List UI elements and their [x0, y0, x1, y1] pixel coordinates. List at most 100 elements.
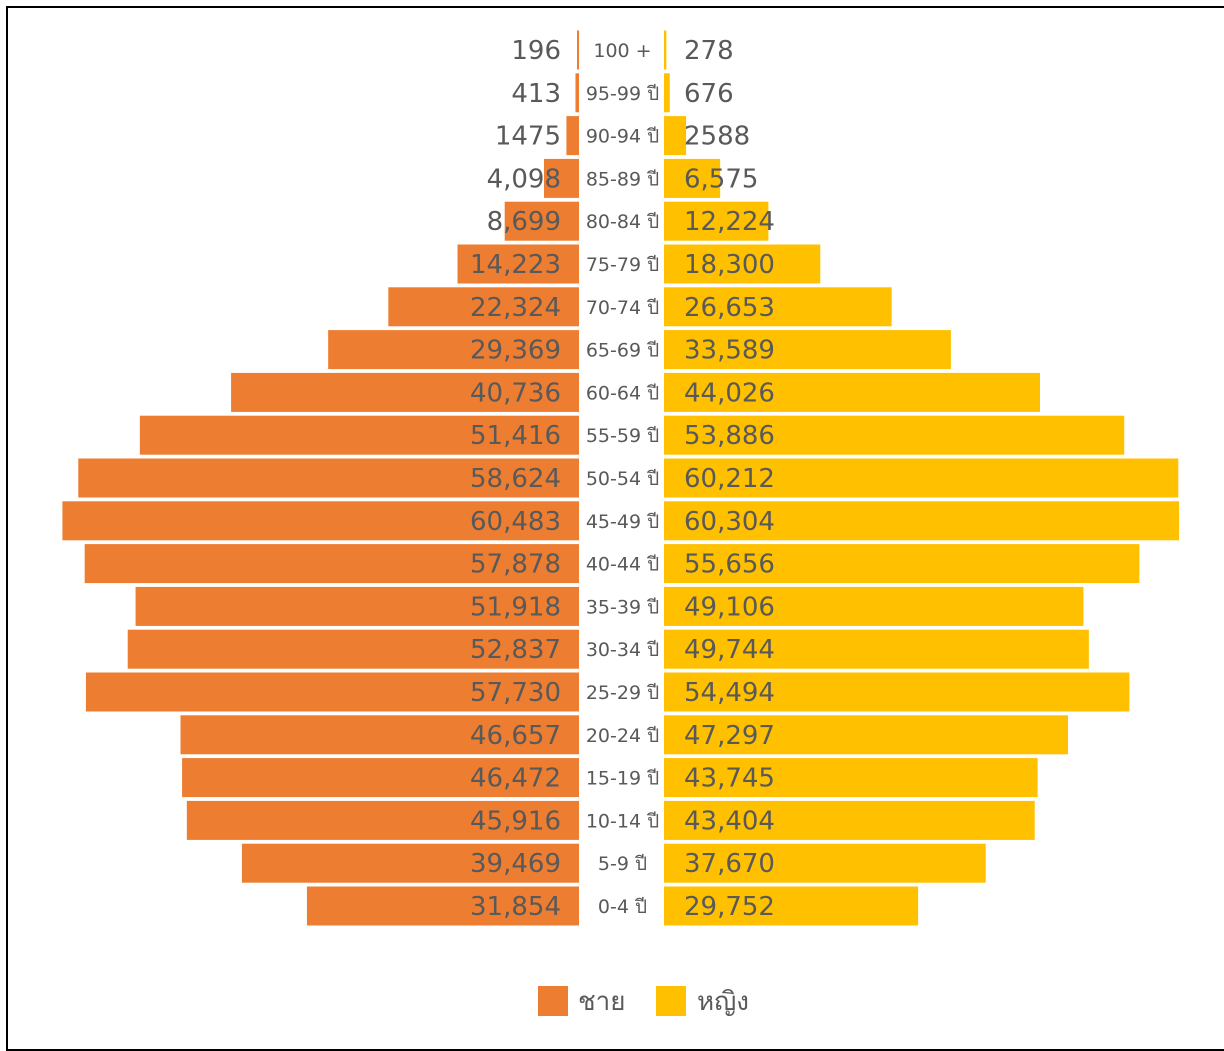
data-label-male: 31,854	[470, 892, 561, 922]
age-group-label: 60-64 ปี	[586, 382, 659, 404]
data-label-male: 22,324	[470, 293, 561, 323]
age-group-label: 25-29 ปี	[586, 682, 659, 704]
bar-male	[566, 116, 579, 156]
data-label-female: 54,494	[684, 678, 775, 708]
age-group-label: 35-39 ปี	[586, 596, 659, 618]
data-label-female: 33,589	[684, 336, 775, 366]
bar-female	[664, 843, 986, 883]
bar-male	[182, 758, 579, 798]
data-label-female: 2588	[684, 122, 750, 152]
data-label-female: 18,300	[684, 250, 775, 280]
age-group-label: 55-59 ปี	[586, 425, 659, 447]
bar-male	[84, 544, 579, 584]
bar-female	[664, 158, 721, 198]
data-label-male: 46,472	[470, 764, 561, 794]
data-label-male: 52,837	[470, 635, 561, 665]
bar-male	[306, 886, 579, 926]
age-group-label: 10-14 ปี	[586, 810, 659, 832]
bar-female	[664, 672, 1130, 712]
bar-male	[544, 158, 579, 198]
bar-male	[127, 629, 579, 669]
bar-female	[664, 116, 687, 156]
bar-male	[241, 843, 579, 883]
age-group-label: 40-44 ปี	[586, 554, 659, 576]
data-label-male: 60,483	[470, 507, 561, 537]
data-label-female: 43,745	[684, 764, 775, 794]
age-group-label: 0-4 ปี	[598, 896, 647, 918]
bar-female	[664, 287, 892, 327]
age-group-label: 30-34 ปี	[586, 639, 659, 661]
bar-male	[78, 458, 579, 498]
data-label-male: 196	[511, 36, 561, 66]
age-group-label: 20-24 ปี	[586, 725, 659, 747]
age-group-label: 5-9 ปี	[598, 853, 647, 875]
data-label-male: 51,918	[470, 592, 561, 622]
data-label-male: 14,223	[470, 250, 561, 280]
bar-male	[457, 244, 579, 284]
data-label-female: 44,026	[684, 378, 775, 408]
bar-female	[664, 244, 821, 284]
age-group-label: 100 +	[593, 40, 651, 62]
data-label-male: 413	[511, 79, 561, 109]
bar-female	[664, 886, 919, 926]
bar-female	[664, 458, 1179, 498]
bar-female	[664, 586, 1084, 626]
bar-male	[186, 800, 579, 840]
data-label-male: 4,098	[487, 164, 561, 194]
bar-female	[664, 415, 1125, 455]
bar-male	[231, 372, 579, 412]
data-label-male: 57,878	[470, 550, 561, 580]
data-label-female: 53,886	[684, 421, 775, 451]
age-group-label: 15-19 ปี	[586, 768, 659, 790]
data-label-male: 1475	[495, 122, 561, 152]
data-label-female: 60,212	[684, 464, 775, 494]
data-label-female: 60,304	[684, 507, 775, 537]
age-group-label: 70-74 ปี	[586, 297, 659, 319]
bar-male	[139, 415, 580, 455]
age-group-label: 50-54 ปี	[586, 468, 659, 490]
legend-label: หญิง	[697, 987, 749, 1017]
bar-male	[575, 73, 579, 113]
data-label-female: 12,224	[684, 207, 775, 237]
legend-label: ชาย	[578, 987, 625, 1017]
bar-male	[180, 715, 579, 755]
data-label-male: 45,916	[470, 806, 561, 836]
data-label-male: 39,469	[470, 849, 561, 879]
bar-female	[664, 715, 1068, 755]
data-label-female: 49,106	[684, 592, 775, 622]
data-label-female: 49,744	[684, 635, 775, 665]
data-label-female: 676	[684, 79, 734, 109]
data-label-male: 51,416	[470, 421, 561, 451]
data-label-female: 47,297	[684, 721, 775, 751]
labels-group: 196 278 100 + 413 676 95-99 ปี 1475 2588 90-94 ป…	[470, 36, 775, 922]
data-label-female: 278	[684, 36, 734, 66]
bar-female	[664, 544, 1140, 584]
data-label-female: 6,575	[684, 164, 758, 194]
age-group-label: 95-99 ปี	[586, 83, 659, 105]
bar-male	[135, 586, 579, 626]
bar-female	[664, 501, 1180, 541]
bar-female	[664, 201, 769, 241]
bar-female	[664, 629, 1089, 669]
legend-swatch	[538, 986, 568, 1016]
data-label-male: 57,730	[470, 678, 561, 708]
bar-male	[62, 501, 580, 541]
bar-male	[577, 30, 579, 70]
data-label-male: 46,657	[470, 721, 561, 751]
bars-group	[62, 30, 1180, 926]
bar-female	[664, 758, 1038, 798]
data-label-female: 43,404	[684, 806, 775, 836]
age-group-label: 90-94 ปี	[586, 126, 659, 148]
data-label-female: 26,653	[684, 293, 775, 323]
bar-male	[85, 672, 580, 712]
bar-female	[664, 800, 1035, 840]
bar-male	[388, 287, 579, 327]
data-label-female: 29,752	[684, 892, 775, 922]
data-label-female: 37,670	[684, 849, 775, 879]
legend: ชาย หญิง	[538, 986, 749, 1017]
age-group-label: 45-49 ปี	[586, 511, 659, 533]
bar-male	[328, 330, 579, 370]
data-label-male: 58,624	[470, 464, 561, 494]
bar-male	[504, 201, 579, 241]
